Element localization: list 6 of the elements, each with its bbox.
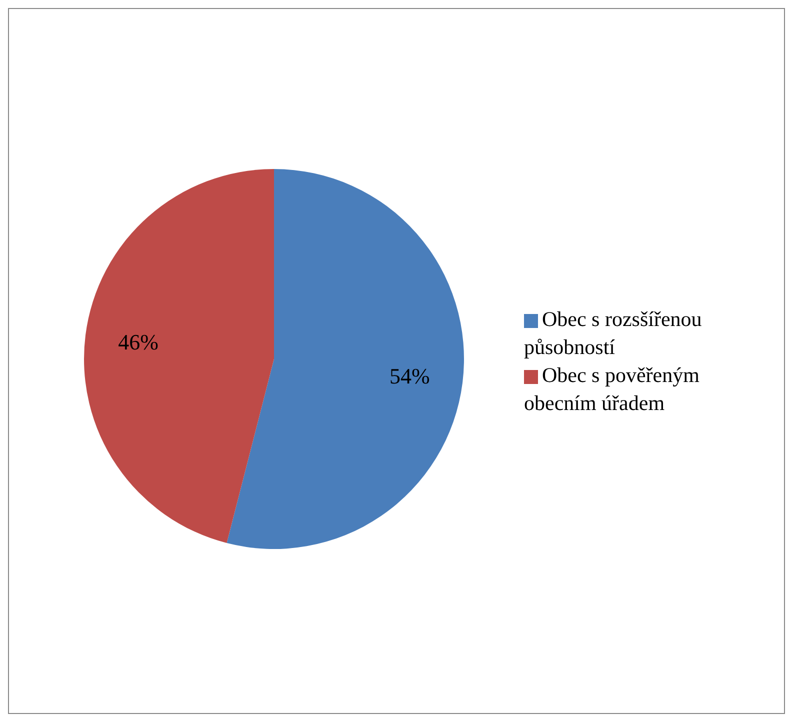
pie-slice xyxy=(84,169,274,544)
legend-label: Obec s rozsšířenou působností xyxy=(524,307,702,359)
pie-slice xyxy=(226,169,464,549)
legend-label: Obec s pověřeným obecním úřadem xyxy=(524,363,700,415)
data-label: 54% xyxy=(390,364,430,389)
data-label: 46% xyxy=(118,329,158,354)
